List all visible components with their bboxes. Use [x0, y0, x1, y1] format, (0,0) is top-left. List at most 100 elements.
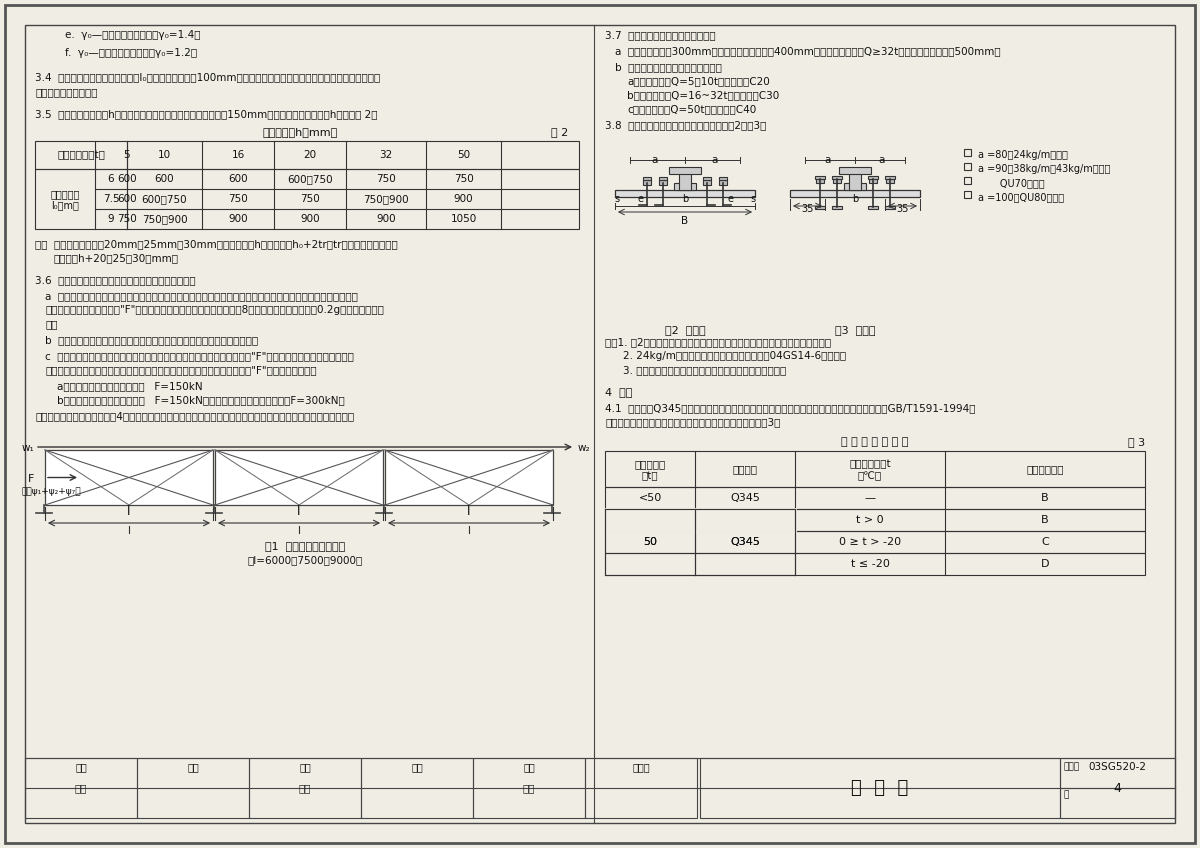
- Bar: [832, 206, 842, 209]
- Text: 一审: 一审: [187, 762, 199, 772]
- Text: l: l: [127, 505, 131, 518]
- Text: 内双: 内双: [74, 783, 88, 793]
- Text: 600: 600: [155, 174, 174, 184]
- Text: s: s: [750, 194, 756, 204]
- Bar: [25, 758, 137, 818]
- Text: 900: 900: [376, 214, 396, 224]
- Text: 6: 6: [108, 174, 114, 184]
- Bar: [868, 206, 878, 209]
- Text: 质 量 等 级 选 用 表: 质 量 等 级 选 用 表: [841, 437, 908, 447]
- Bar: [385, 450, 553, 505]
- Text: 750: 750: [454, 174, 473, 184]
- Text: 注：  梁支座底板厚分为20mm、25mm和30mm三种，梁高度h为腹板高度h₀+2tr（tr为翼缘板厚），梁总: 注： 梁支座底板厚分为20mm、25mm和30mm三种，梁高度h为腹板高度h₀+…: [35, 239, 397, 249]
- Text: QU70钢轨）: QU70钢轨）: [978, 178, 1045, 188]
- Bar: [586, 758, 697, 818]
- Bar: [700, 758, 1060, 818]
- Text: 当超过上述值时，应分别选第4表中大型板的强度及焊缝的连接质量，不足时可增设专门系柱或采取其他加强措施。: 当超过上述值时，应分别选第4表中大型板的强度及焊缝的连接质量，不足时可增设专门系…: [35, 411, 354, 421]
- Text: 9: 9: [108, 214, 114, 224]
- Text: （l=6000、7500和9000）: （l=6000、7500和9000）: [247, 555, 362, 565]
- Bar: [674, 183, 696, 190]
- Text: 750: 750: [228, 194, 248, 204]
- Bar: [868, 176, 878, 179]
- Text: b）中列吊车梁单轴向设计兴力   F=150kN（为每边值，当相邻吊车小车时F=300kN）: b）中列吊车梁单轴向设计兴力 F=150kN（为每边值，当相邻吊车小车时F=30…: [58, 395, 344, 405]
- Bar: [790, 190, 920, 197]
- Bar: [605, 531, 1145, 553]
- Text: 16: 16: [232, 150, 245, 160]
- Text: 35: 35: [802, 204, 814, 214]
- Text: 图2  焊接型: 图2 焊接型: [665, 325, 706, 335]
- Text: 600: 600: [228, 174, 248, 184]
- Text: 900: 900: [300, 214, 320, 224]
- Bar: [659, 180, 667, 185]
- Bar: [659, 177, 667, 180]
- Text: t > 0: t > 0: [856, 515, 884, 525]
- Text: 3.4  吊车梁控弯支计算，计算跨度l₀取柱中心距离减去100mm。本设计为了简化计算，将吊车活荷载乘以增大系数: 3.4 吊车梁控弯支计算，计算跨度l₀取柱中心距离减去100mm。本设计为了简化…: [35, 72, 380, 82]
- Text: F: F: [28, 475, 35, 484]
- Bar: [886, 176, 895, 179]
- Text: 5: 5: [124, 150, 131, 160]
- Text: a =100（QU80钢轨）: a =100（QU80钢轨）: [978, 192, 1064, 202]
- Text: c）吊车起重量Q=50t时不应小于C40: c）吊车起重量Q=50t时不应小于C40: [628, 104, 756, 114]
- Bar: [215, 450, 383, 505]
- Text: a  吊车梁与支座板内强度及支座板与柱的连接焊缝，均按两台起重量相同吊车的纵向水平荷载和由厂房端部山墙: a 吊车梁与支座板内强度及支座板与柱的连接焊缝，均按两台起重量相同吊车的纵向水平…: [46, 291, 358, 301]
- Text: l: l: [298, 505, 301, 518]
- Text: 4: 4: [1114, 782, 1122, 795]
- Text: 50: 50: [643, 537, 658, 547]
- Text: 0 ≥ t > -20: 0 ≥ t > -20: [839, 537, 901, 547]
- Bar: [616, 190, 755, 197]
- Text: 高为表中h+20（25、30）mm。: 高为表中h+20（25、30）mm。: [53, 253, 178, 263]
- Bar: [964, 177, 971, 184]
- Text: w₁: w₁: [22, 443, 35, 453]
- Text: s: s: [614, 194, 619, 204]
- Text: C: C: [1042, 537, 1049, 547]
- Text: 7.5: 7.5: [103, 194, 119, 204]
- Text: 600，750: 600，750: [287, 174, 332, 184]
- Text: a: a: [824, 155, 832, 165]
- Text: 10: 10: [158, 150, 172, 160]
- Text: 600，750: 600，750: [142, 194, 187, 204]
- Bar: [605, 451, 1145, 487]
- Text: a  钢柱宽不宜小于300mm，混凝土柱宽不宜小于400mm。当吊车起重量为Q≥32t时，柱宽均不宜小于500mm。: a 钢柱宽不宜小于300mm，混凝土柱宽不宜小于400mm。当吊车起重量为Q≥3…: [616, 46, 1001, 56]
- Text: b: b: [852, 194, 858, 204]
- Bar: [833, 179, 841, 183]
- Text: Q345: Q345: [730, 537, 760, 547]
- Text: 校对: 校对: [299, 762, 311, 772]
- Text: l: l: [467, 505, 470, 518]
- Text: 注：1. 图2中的数据参见河南省长葛市通用机械厂提供的本图集相关技术资料。: 注：1. 图2中的数据参见河南省长葛市通用机械厂提供的本图集相关技术资料。: [605, 337, 832, 347]
- Text: b: b: [682, 194, 688, 204]
- Text: 求。: 求。: [46, 319, 58, 329]
- Text: 使用工作温度t: 使用工作温度t: [850, 459, 890, 469]
- Bar: [46, 450, 214, 505]
- Bar: [643, 180, 650, 185]
- Text: 750: 750: [300, 194, 320, 204]
- Text: 3.8  吊车轨道联结采用以下两种方式，见图2和图3。: 3.8 吊车轨道联结采用以下两种方式，见图2和图3。: [605, 120, 767, 130]
- Bar: [1060, 758, 1175, 818]
- Bar: [832, 176, 842, 179]
- Bar: [719, 177, 727, 180]
- Bar: [703, 177, 710, 180]
- Text: 总  说  明: 总 说 明: [851, 779, 908, 797]
- Text: a: a: [878, 155, 886, 165]
- Bar: [869, 179, 877, 183]
- Text: 750: 750: [118, 214, 137, 224]
- Text: b  钢筋混凝土柱的混凝土强度等级：: b 钢筋混凝土柱的混凝土强度等级：: [616, 62, 722, 72]
- Text: e.  γ₀—可变荷载分项系数，γ₀=1.4。: e. γ₀—可变荷载分项系数，γ₀=1.4。: [65, 30, 200, 40]
- Bar: [815, 206, 826, 209]
- Text: 03SG520-2: 03SG520-2: [1088, 762, 1146, 772]
- Text: 3. 采用焊接型结构时应平衡吊车梁详图中上翼板预留孔。: 3. 采用焊接型结构时应平衡吊车梁详图中上翼板预留孔。: [623, 365, 786, 375]
- Text: 600: 600: [118, 174, 137, 184]
- Text: Q345: Q345: [730, 493, 760, 503]
- Text: Q345: Q345: [730, 537, 760, 547]
- Bar: [679, 170, 691, 190]
- Text: 页: 页: [1064, 790, 1069, 799]
- Text: 钢材牌号: 钢材牌号: [732, 464, 757, 474]
- Text: a）吊车起重量Q=5、10t时不应小于C20: a）吊车起重量Q=5、10t时不应小于C20: [628, 76, 769, 86]
- Text: 镜钢的化学成分和力学性能规定，钢板质量等级的选用见表3。: 镜钢的化学成分和力学性能规定，钢板质量等级的选用见表3。: [605, 417, 780, 427]
- Text: 的跨度、吊车的轨距标准、吊车的起重量及山墙荷载大小有关。因此，图中"F"仅只能按规定定：: 的跨度、吊车的轨距标准、吊车的起重量及山墙荷载大小有关。因此，图中"F"仅只能按…: [46, 365, 317, 375]
- Bar: [361, 758, 473, 818]
- Text: t ≤ -20: t ≤ -20: [851, 559, 889, 569]
- Text: 900: 900: [454, 194, 473, 204]
- Text: e: e: [727, 194, 733, 204]
- Text: 图集号: 图集号: [1064, 762, 1080, 771]
- Text: （℃）: （℃）: [858, 471, 882, 481]
